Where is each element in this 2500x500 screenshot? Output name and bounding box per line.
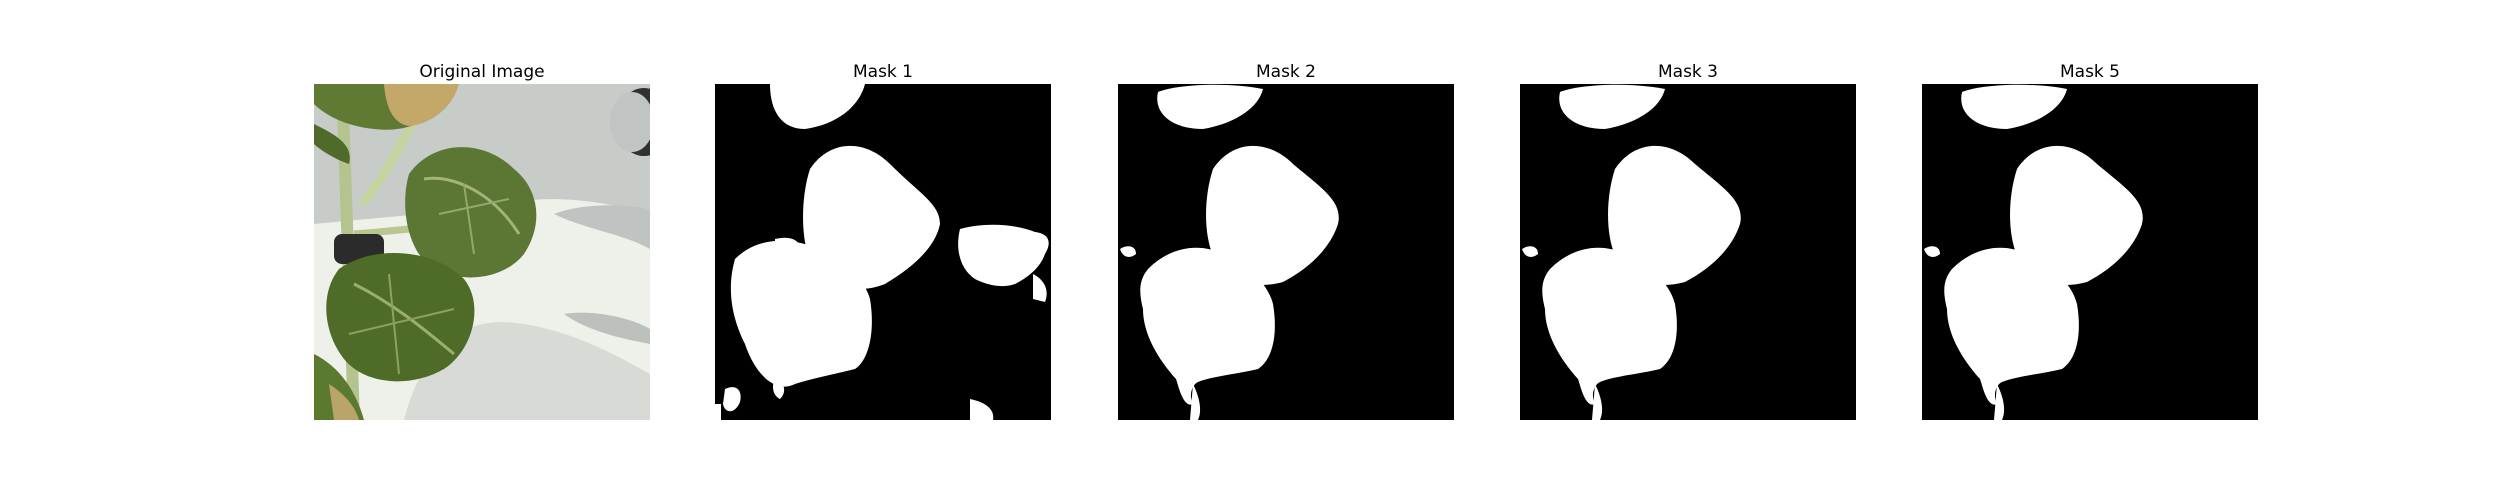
panel-title: Original Image <box>419 62 545 82</box>
panel-title: Mask 2 <box>1255 62 1316 82</box>
panel-title: Mask 3 <box>1657 62 1718 82</box>
panel-title: Mask 1 <box>852 62 913 82</box>
mask-3-image <box>1520 84 1856 420</box>
panel-title: Mask 5 <box>2059 62 2120 82</box>
mask-1-image <box>715 84 1051 420</box>
panel-mask-2: Mask 2 <box>1118 60 1454 420</box>
panel-original-image: Original Image <box>314 60 650 420</box>
original-image <box>314 84 650 420</box>
panel-mask-1: Mask 1 <box>715 60 1051 420</box>
mask-2-image <box>1118 84 1454 420</box>
mask-5-image <box>1922 84 2258 420</box>
panel-mask-3: Mask 3 <box>1520 60 1856 420</box>
panel-mask-5: Mask 5 <box>1922 60 2258 420</box>
